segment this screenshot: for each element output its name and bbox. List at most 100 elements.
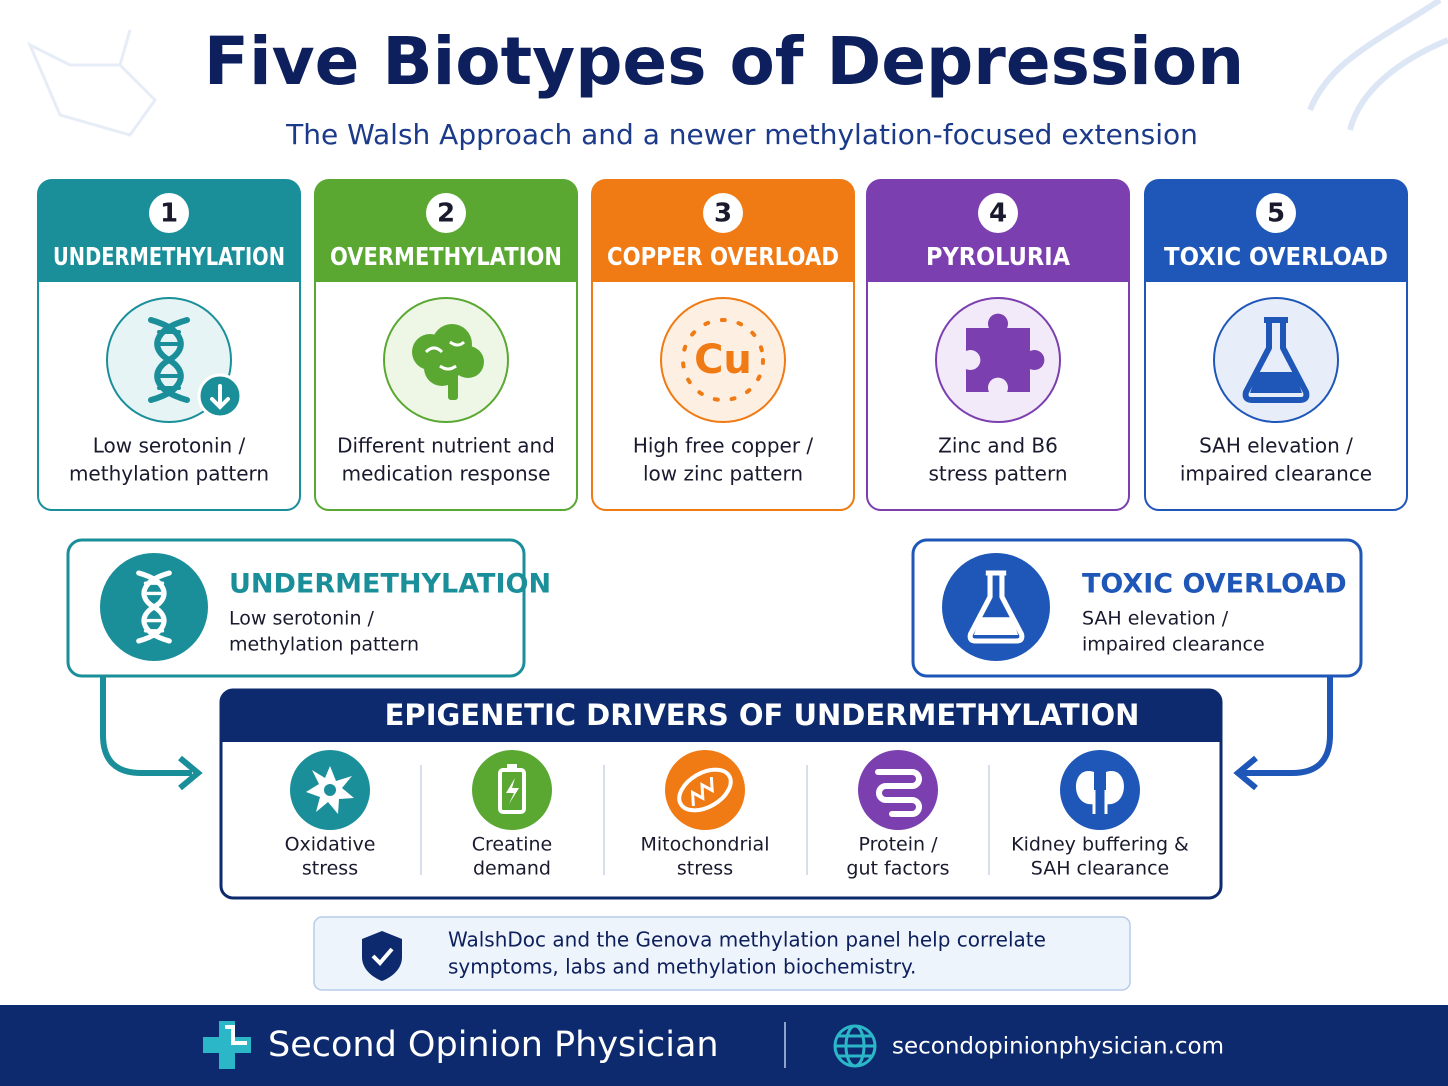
card-number: 4 — [989, 199, 1007, 229]
highlight-description: SAH elevation / — [1082, 608, 1229, 630]
card-description: Different nutrient and — [337, 434, 555, 458]
icon-part — [1242, 317, 1310, 403]
icon-part — [973, 617, 1019, 636]
molecule-lines — [27, 29, 157, 137]
note-box — [313, 916, 1131, 991]
driver-icon — [306, 766, 354, 814]
card-icon — [966, 313, 1045, 392]
card-description: SAH elevation / — [1199, 434, 1353, 458]
highlight-description: impaired clearance — [1082, 634, 1265, 656]
driver-label: SAH clearance — [1031, 858, 1169, 880]
highlight-description: methylation pattern — [229, 634, 419, 656]
driver-label: Creatine — [472, 834, 552, 856]
title: Five Biotypes of Depression — [204, 23, 1244, 100]
driver-label: Oxidative — [285, 834, 376, 856]
highlight-description: Low serotonin / — [229, 608, 375, 630]
card-icon — [681, 318, 765, 402]
icon-part — [448, 374, 458, 400]
shield-icon — [362, 931, 402, 981]
driver-icon-circle — [665, 750, 745, 830]
card-description: low zinc pattern — [643, 462, 803, 486]
down-arrow — [210, 384, 230, 410]
driver-label: demand — [473, 858, 551, 880]
icon-part — [324, 784, 336, 796]
card-number: 2 — [437, 199, 455, 229]
arrow-right — [1233, 676, 1333, 791]
icon-part — [136, 570, 172, 644]
content: 1 UNDERMETHYLATION Low serotonin / methylat… — [0, 179, 1448, 1086]
highlight-name: UNDERMETHYLATION — [229, 569, 551, 600]
drivers-title: EPIGENETIC DRIVERS OF UNDERMETHYLATION — [385, 698, 1140, 732]
molecule-decoration — [27, 29, 157, 137]
logo-icon — [203, 1021, 251, 1069]
card-description: Zinc and B6 — [938, 434, 1058, 458]
note-text: WalshDoc and the Genova methylation pane… — [448, 928, 1046, 952]
card-description: stress pattern — [928, 462, 1067, 486]
icon-part — [875, 769, 922, 817]
card-number: 5 — [1267, 199, 1285, 229]
website: secondopinionphysician.com — [892, 1034, 1224, 1060]
icon-part — [1076, 771, 1124, 805]
icon-circle — [1213, 297, 1339, 423]
icon-part — [506, 778, 519, 804]
icon-part — [966, 313, 1045, 392]
icon-part — [967, 570, 1025, 644]
dna-strand — [1347, 37, 1448, 131]
highlight-name: TOXIC OVERLOAD — [1082, 569, 1347, 600]
icon-part — [835, 1034, 875, 1058]
card-description: High free copper / — [633, 434, 814, 458]
dna-decoration — [1307, 0, 1448, 131]
driver-label: gut factors — [846, 858, 949, 880]
icon-part — [452, 346, 484, 378]
driver-label: Mitochondrial — [641, 834, 770, 856]
driver-label: Kidney buffering & — [1011, 834, 1189, 856]
icon-part — [690, 776, 714, 807]
card-name: TOXIC OVERLOAD — [1164, 242, 1388, 271]
card-name: PYROLURIA — [926, 242, 1071, 271]
card-name: COPPER OVERLOAD — [607, 242, 839, 271]
icon-part — [225, 1025, 247, 1045]
note-text: symptoms, labs and methylation biochemis… — [448, 955, 916, 979]
driver-icon-circle — [1060, 750, 1140, 830]
driver-label: stress — [677, 858, 733, 880]
icon-circle — [660, 297, 786, 423]
globe-icon — [833, 1024, 877, 1068]
brand: Second Opinion Physician — [268, 1025, 719, 1065]
icon-part — [1250, 372, 1302, 393]
icon-text: Cu — [694, 337, 752, 383]
card-name: UNDERMETHYLATION — [53, 242, 285, 271]
subtitle: The Walsh Approach and a newer methylati… — [285, 118, 1198, 151]
card-number: 1 — [160, 199, 178, 229]
icon-part — [203, 1021, 251, 1069]
drivers-header — [221, 690, 1221, 742]
highlight-icon — [967, 570, 1025, 644]
number-badge — [426, 193, 466, 233]
card-description: medication response — [342, 462, 551, 486]
number-badge — [149, 193, 189, 233]
driver-icon — [498, 764, 526, 814]
arrow-left — [100, 676, 203, 791]
number-badge — [1256, 193, 1296, 233]
card-icon — [412, 324, 484, 400]
card-icon — [148, 317, 190, 403]
driver-label: stress — [302, 858, 358, 880]
driver-label: Protein / — [858, 834, 938, 856]
driver-icon-circle — [858, 750, 938, 830]
card-description: methylation pattern — [69, 462, 269, 486]
driver-icon — [875, 769, 922, 817]
icon-part — [148, 317, 190, 403]
icon-part — [143, 581, 165, 633]
card-description: impaired clearance — [1180, 462, 1372, 486]
card-name: OVERMETHYLATION — [330, 242, 562, 271]
driver-icon — [1076, 771, 1124, 814]
icon-part — [362, 931, 402, 981]
icon-part — [210, 384, 230, 410]
number-badge — [703, 193, 743, 233]
driver-icon — [677, 767, 733, 813]
card-description: Low serotonin / — [93, 434, 246, 458]
icon-part — [424, 340, 466, 371]
dna-strand — [1307, 0, 1442, 112]
highlight-icon-circle — [942, 553, 1050, 661]
icon-part — [1092, 790, 1108, 814]
